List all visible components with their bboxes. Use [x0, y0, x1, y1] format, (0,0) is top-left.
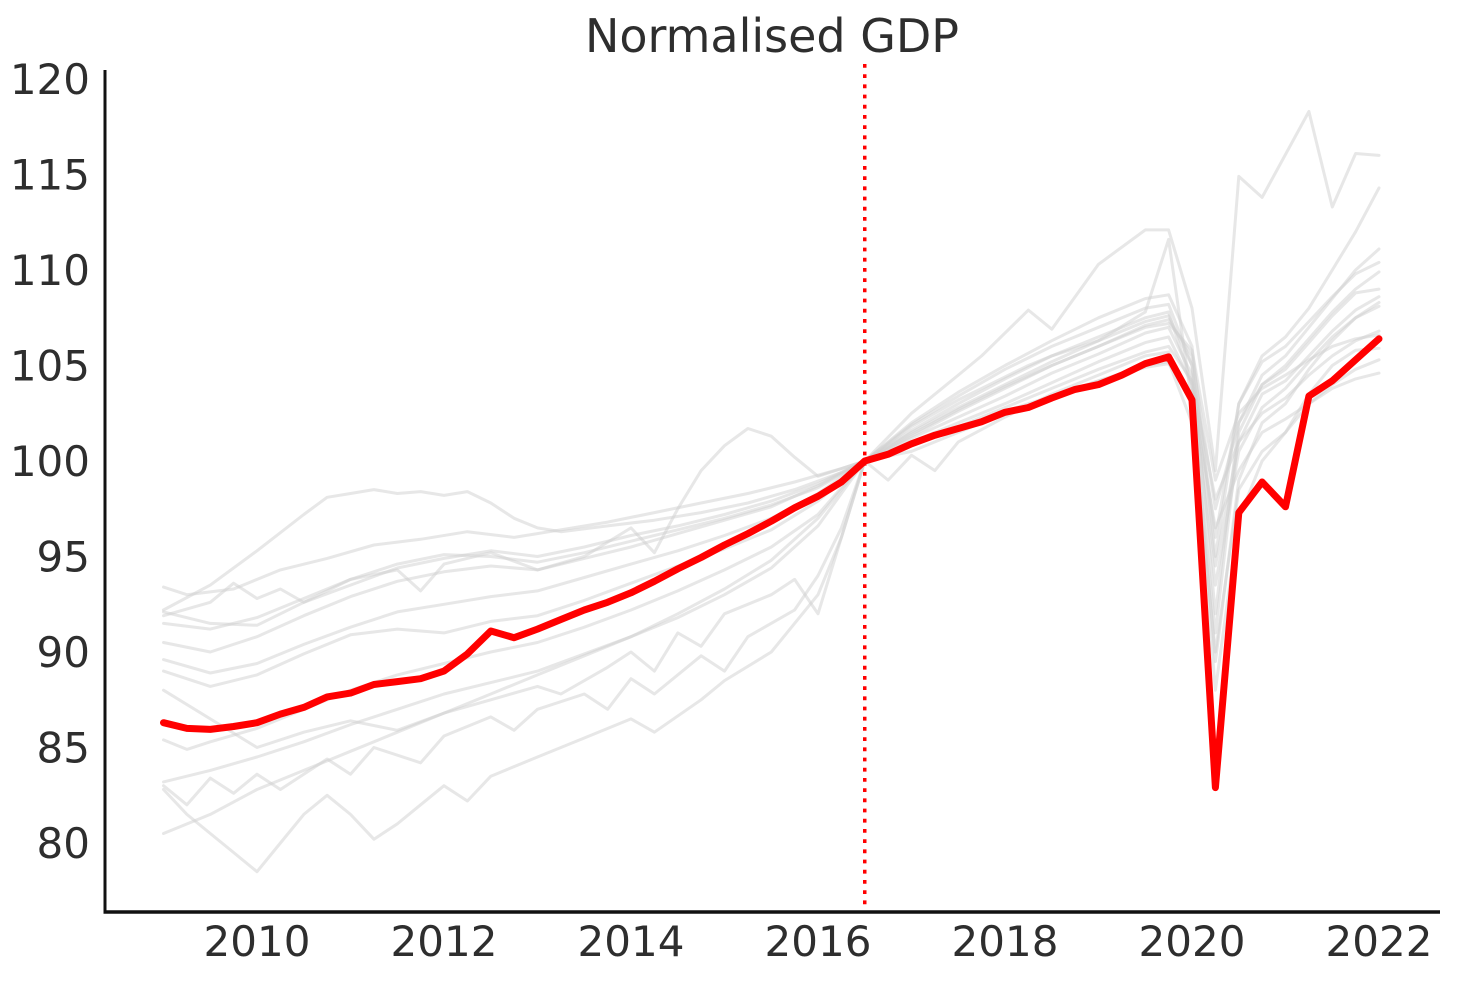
- x-tick-label-2012: 2012: [391, 917, 498, 966]
- y-tick-label-80: 80: [37, 819, 90, 868]
- background-series-line-series-12: [162, 358, 1381, 807]
- x-tick-label-2010: 2010: [204, 917, 311, 966]
- background-series-line-series-01: [162, 110, 1381, 618]
- chart-title: Normalised GDP: [585, 9, 959, 63]
- x-tick-label-2022: 2022: [1326, 917, 1433, 966]
- y-tick-label-85: 85: [37, 724, 90, 773]
- x-tick-label-2014: 2014: [578, 917, 685, 966]
- background-series-line-series-11: [162, 322, 1381, 784]
- x-tick-label-2016: 2016: [765, 917, 872, 966]
- x-tick-label-2018: 2018: [952, 917, 1059, 966]
- background-series-line-series-13: [162, 346, 1381, 874]
- y-tick-label-110: 110: [10, 246, 90, 295]
- background-series-line-series-07: [162, 237, 1381, 688]
- y-tick-label-120: 120: [10, 55, 90, 104]
- y-tick-label-100: 100: [10, 437, 90, 486]
- y-tick-label-115: 115: [10, 151, 90, 200]
- background-series-line-series-14: [162, 186, 1381, 835]
- highlight-series-line: [160, 335, 1383, 792]
- axis-layer: 80 85 90 95 100 105 110 115 120 2010 2012 2014 2016 2…: [10, 55, 1440, 966]
- y-tick-label-105: 105: [10, 342, 90, 391]
- y-tick-label-95: 95: [37, 533, 90, 582]
- series-layer: [160, 64, 1383, 912]
- x-tick-label-2020: 2020: [1139, 917, 1246, 966]
- y-tick-label-90: 90: [37, 628, 90, 677]
